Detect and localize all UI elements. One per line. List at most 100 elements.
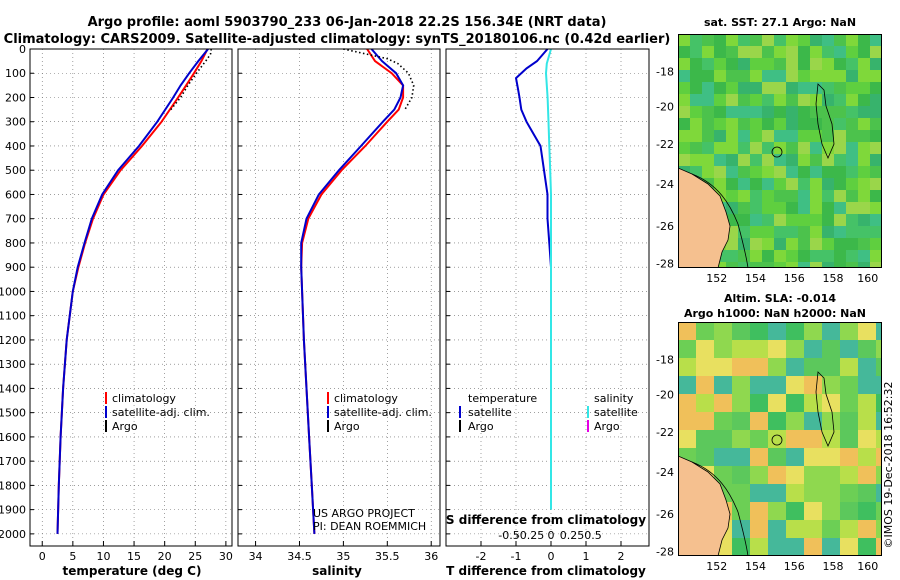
map-cell (858, 538, 876, 556)
sla-map-ticks: 152 154 156 158 160 -18 -20 -22 -24 -26 -28 (656, 353, 878, 573)
map-cell (834, 166, 846, 178)
map-cell (678, 130, 690, 142)
map-cell (822, 238, 834, 250)
map-cell (840, 466, 858, 484)
depth-y-ticks: 0 100 200 300 400 500 600 700 800 900 1000 1100 1200… (0, 43, 26, 541)
map-cell (750, 106, 762, 118)
map-cell (840, 376, 858, 394)
map-cell (870, 178, 882, 190)
map-cell (786, 322, 804, 340)
difference-grid (446, 48, 649, 546)
map-cell (822, 538, 840, 556)
map-cell (762, 238, 774, 250)
salinity-legend-climatology: climatology (334, 392, 398, 405)
map-cell (810, 82, 822, 94)
map-y-tick-label: -20 (656, 389, 674, 402)
map-cell (750, 238, 762, 250)
map-cell (822, 202, 834, 214)
map-cell (846, 58, 858, 70)
map-cell (678, 58, 690, 70)
map-cell (822, 178, 834, 190)
map-cell (714, 340, 732, 358)
map-cell (702, 34, 714, 46)
map-x-tick-label: 156 (784, 272, 805, 285)
map-cell (738, 82, 750, 94)
map-cell (810, 190, 822, 202)
map-cell (804, 448, 822, 466)
map-cell (678, 394, 696, 412)
map-cell (870, 202, 882, 214)
map-cell (846, 82, 858, 94)
map-cell (714, 394, 732, 412)
map-cell (810, 46, 822, 58)
map-cell (774, 226, 786, 238)
map-cell (810, 250, 822, 262)
map-cell (750, 538, 768, 556)
map-cell (858, 226, 870, 238)
map-cell (774, 202, 786, 214)
map-x-tick-label: 152 (706, 272, 727, 285)
map-cell (678, 376, 696, 394)
map-cell (804, 484, 822, 502)
map-cell (822, 70, 834, 82)
map-cell (678, 94, 690, 106)
map-cell (732, 358, 750, 376)
map-cell (858, 376, 876, 394)
map-cell (834, 70, 846, 82)
map-cell (846, 34, 858, 46)
map-cell (810, 70, 822, 82)
map-cell (804, 520, 822, 538)
difference-frame (445, 48, 650, 547)
map-cell (858, 238, 870, 250)
map-cell (804, 322, 822, 340)
map-cell (804, 358, 822, 376)
temperature-legend-argo: Argo (112, 420, 138, 433)
map-y-tick-label: -24 (656, 178, 674, 191)
map-cell (774, 70, 786, 82)
map-cell (714, 430, 732, 448)
salinity-panel: 34 34.5 35 35.5 36 salinity climatology sate… (237, 48, 441, 578)
map-cell (858, 118, 870, 130)
map-cell (798, 250, 810, 262)
difference-x-tick-label: -2 (476, 550, 487, 563)
map-cell (726, 178, 738, 190)
map-cell (810, 154, 822, 166)
map-cell (738, 214, 750, 226)
depth-tick-label: 1400 (0, 382, 26, 395)
depth-tick-label: 300 (5, 116, 26, 129)
map-cell (732, 340, 750, 358)
map-cell (804, 394, 822, 412)
map-cell (858, 34, 870, 46)
map-cell (690, 46, 702, 58)
map-cell (678, 106, 690, 118)
map-cell (750, 46, 762, 58)
map-cell (762, 94, 774, 106)
map-cell (750, 190, 762, 202)
map-cell (810, 262, 822, 268)
map-cell (822, 154, 834, 166)
map-cell (714, 154, 726, 166)
map-cell (750, 178, 762, 190)
map-cell (774, 34, 786, 46)
map-cell (804, 412, 822, 430)
sla-map-image (678, 322, 882, 556)
legend-sal-argo: Argo (594, 420, 620, 433)
map-cell (846, 190, 858, 202)
map-cell (822, 46, 834, 58)
map-cell (858, 58, 870, 70)
depth-tick-label: 2000 (0, 528, 26, 541)
map-cell (768, 358, 786, 376)
temperature-frame (29, 48, 233, 547)
map-x-tick-label: 154 (745, 272, 766, 285)
temperature-x-tick-label: 0 (39, 550, 46, 563)
map-cell (732, 394, 750, 412)
salinity-frame (237, 48, 441, 547)
map-cell (714, 412, 732, 430)
map-cell (738, 94, 750, 106)
map-cell (834, 142, 846, 154)
map-cell (834, 106, 846, 118)
map-cell (732, 322, 750, 340)
map-cell (846, 262, 858, 268)
map-cell (846, 226, 858, 238)
